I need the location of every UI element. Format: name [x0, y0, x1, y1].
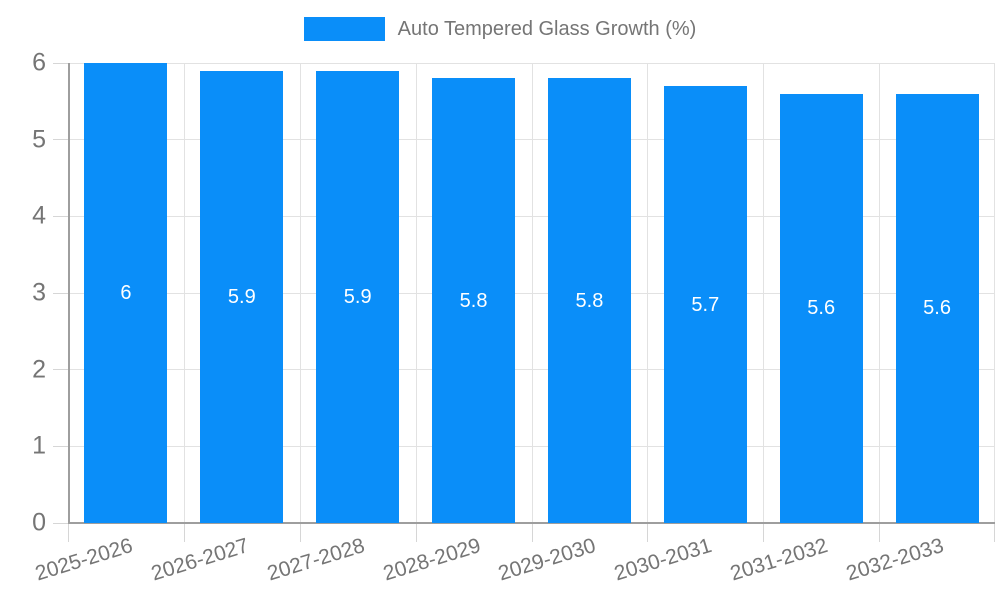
bar[interactable]: 5.9 [200, 70, 284, 523]
y-axis-tick-label: 6 [32, 48, 46, 77]
bar[interactable]: 5.8 [432, 78, 516, 523]
y-axis-tick [53, 369, 68, 371]
x-axis-tick [879, 523, 881, 542]
bar-value-label: 5.6 [923, 297, 951, 320]
legend-swatch-icon [303, 17, 385, 41]
gridline-vertical [183, 63, 185, 523]
bar[interactable]: 5.8 [547, 78, 631, 523]
bar-value-label: 5.6 [807, 297, 836, 320]
gridline-vertical [299, 63, 301, 523]
x-axis-tick [68, 523, 69, 542]
legend-label: Auto Tempered Glass Growth (%) [397, 17, 697, 40]
gridline-vertical [415, 63, 417, 523]
x-axis-tick [647, 523, 649, 542]
x-axis-tick [415, 523, 417, 542]
plot-area: 0 1 2 3 4 5 6 6 2025-2026 5.9 2026-2027 5.9 2027-202… [32, 50, 995, 585]
x-axis-line [68, 522, 995, 524]
y-axis-tick [53, 522, 68, 524]
chart-legend[interactable]: Auto Tempered Glass Growth (%) [0, 17, 1000, 41]
bar-value-label: 5.9 [227, 285, 256, 308]
gridline-vertical [531, 63, 533, 523]
gridline-vertical [647, 63, 649, 523]
bar[interactable]: 5.6 [779, 93, 863, 523]
x-axis-tick [299, 523, 301, 542]
bar-value-label: 5.9 [343, 285, 372, 308]
bar-value-label: 5.7 [691, 293, 720, 316]
y-axis-tick-label: 5 [32, 125, 46, 154]
x-axis-tick [763, 523, 765, 542]
y-axis-tick-label: 0 [32, 508, 46, 537]
bar[interactable]: 5.9 [316, 70, 400, 523]
y-axis-tick [53, 215, 68, 217]
x-axis-tick [531, 523, 533, 542]
y-axis-line [68, 63, 70, 523]
y-axis-tick [53, 139, 68, 141]
bar-value-label: 6 [120, 282, 132, 304]
y-axis-tick-label: 2 [32, 355, 46, 384]
y-axis-tick-label: 4 [32, 201, 46, 230]
bar-value-label: 5.8 [575, 289, 604, 312]
y-axis-tick [53, 292, 68, 294]
x-axis-tick [183, 523, 185, 542]
y-axis-tick [53, 445, 68, 447]
y-axis-tick [53, 62, 68, 64]
x-axis-tick [994, 523, 995, 542]
bar[interactable]: 5.6 [895, 93, 979, 523]
y-axis-tick-label: 1 [32, 431, 46, 460]
bar-value-label: 5.8 [459, 289, 488, 312]
gridline-vertical [879, 63, 881, 523]
gridline-vertical [763, 63, 765, 523]
y-axis-tick-label: 3 [32, 278, 46, 307]
bar[interactable]: 6 [84, 63, 168, 523]
bar[interactable]: 5.7 [663, 86, 747, 523]
gridline-vertical [994, 63, 995, 523]
